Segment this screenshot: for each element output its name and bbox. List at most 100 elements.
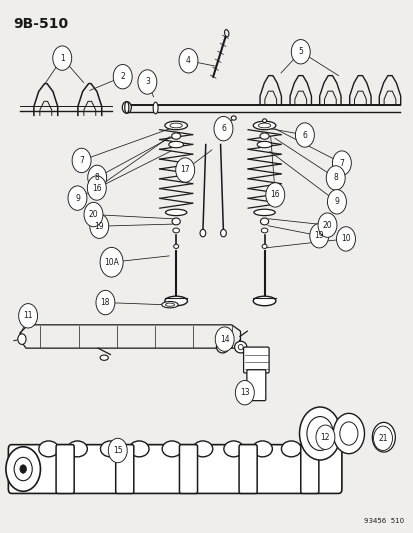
- Circle shape: [325, 166, 344, 190]
- Circle shape: [220, 229, 226, 237]
- Ellipse shape: [224, 30, 228, 37]
- FancyBboxPatch shape: [243, 347, 268, 373]
- Ellipse shape: [170, 123, 182, 128]
- Text: 20: 20: [88, 210, 98, 219]
- Circle shape: [315, 425, 334, 449]
- Circle shape: [72, 148, 91, 173]
- Ellipse shape: [124, 102, 128, 114]
- Ellipse shape: [169, 141, 183, 148]
- Text: 19: 19: [314, 231, 323, 240]
- Ellipse shape: [165, 303, 174, 306]
- Ellipse shape: [259, 133, 268, 139]
- Ellipse shape: [253, 209, 275, 216]
- Circle shape: [108, 438, 127, 463]
- Circle shape: [96, 290, 115, 315]
- Circle shape: [309, 223, 328, 248]
- Circle shape: [100, 247, 123, 277]
- Circle shape: [295, 123, 313, 147]
- Circle shape: [113, 64, 132, 89]
- Circle shape: [215, 327, 234, 351]
- Circle shape: [138, 70, 157, 94]
- Circle shape: [88, 165, 107, 190]
- Text: 3: 3: [145, 77, 150, 86]
- Ellipse shape: [261, 228, 267, 233]
- Circle shape: [18, 334, 26, 344]
- Ellipse shape: [173, 228, 179, 233]
- Text: 5: 5: [298, 47, 302, 56]
- Text: 17: 17: [180, 166, 190, 174]
- Circle shape: [6, 447, 40, 491]
- Ellipse shape: [237, 344, 242, 350]
- FancyBboxPatch shape: [56, 445, 74, 494]
- Ellipse shape: [260, 218, 268, 225]
- Ellipse shape: [172, 218, 180, 225]
- Text: 93456  510: 93456 510: [363, 518, 404, 523]
- Text: 7: 7: [339, 159, 344, 167]
- Circle shape: [327, 190, 346, 214]
- Circle shape: [53, 46, 71, 70]
- Ellipse shape: [129, 441, 149, 457]
- Text: 1: 1: [60, 54, 64, 62]
- FancyBboxPatch shape: [246, 370, 265, 401]
- Ellipse shape: [192, 441, 212, 457]
- Circle shape: [339, 422, 357, 445]
- Text: 4: 4: [185, 56, 190, 65]
- Circle shape: [199, 229, 205, 237]
- Ellipse shape: [39, 441, 58, 457]
- Text: 15: 15: [113, 446, 122, 455]
- Text: 18: 18: [100, 298, 110, 307]
- Text: 16: 16: [270, 190, 280, 199]
- Ellipse shape: [162, 441, 181, 457]
- Ellipse shape: [216, 341, 228, 353]
- Text: 19: 19: [94, 222, 104, 231]
- Circle shape: [317, 213, 336, 237]
- Text: 6: 6: [221, 124, 225, 133]
- Circle shape: [87, 176, 106, 200]
- Ellipse shape: [252, 441, 272, 457]
- Circle shape: [176, 158, 194, 182]
- Circle shape: [68, 186, 87, 211]
- Circle shape: [20, 465, 26, 473]
- Text: 2: 2: [120, 72, 125, 81]
- Ellipse shape: [281, 441, 300, 457]
- Ellipse shape: [258, 123, 270, 128]
- Text: 9B-510: 9B-510: [14, 17, 69, 31]
- Circle shape: [178, 49, 197, 73]
- Ellipse shape: [100, 441, 120, 457]
- Ellipse shape: [231, 116, 236, 120]
- Circle shape: [306, 417, 332, 450]
- Ellipse shape: [67, 441, 87, 457]
- Text: 13: 13: [240, 388, 249, 397]
- FancyBboxPatch shape: [8, 445, 341, 494]
- FancyBboxPatch shape: [300, 445, 318, 494]
- Circle shape: [377, 430, 389, 445]
- Ellipse shape: [253, 121, 275, 130]
- Ellipse shape: [223, 441, 243, 457]
- Text: 20: 20: [322, 221, 332, 230]
- Text: 9: 9: [75, 193, 80, 203]
- Ellipse shape: [262, 119, 266, 123]
- Circle shape: [373, 426, 392, 450]
- Text: 11: 11: [23, 311, 33, 320]
- Text: 10: 10: [340, 235, 350, 244]
- Ellipse shape: [234, 341, 246, 353]
- Ellipse shape: [173, 244, 178, 248]
- Text: 6: 6: [302, 131, 306, 140]
- Circle shape: [14, 457, 32, 481]
- Circle shape: [371, 422, 394, 452]
- Text: 21: 21: [377, 434, 387, 443]
- Circle shape: [291, 39, 309, 64]
- Ellipse shape: [165, 209, 186, 216]
- Circle shape: [332, 414, 363, 454]
- Text: 7: 7: [79, 156, 84, 165]
- Circle shape: [214, 116, 233, 141]
- Circle shape: [122, 102, 131, 114]
- Circle shape: [19, 304, 38, 328]
- Ellipse shape: [256, 141, 271, 148]
- Circle shape: [90, 214, 109, 238]
- Ellipse shape: [171, 133, 180, 139]
- Ellipse shape: [261, 244, 266, 248]
- Ellipse shape: [220, 344, 225, 350]
- Ellipse shape: [164, 296, 187, 306]
- Circle shape: [235, 381, 254, 405]
